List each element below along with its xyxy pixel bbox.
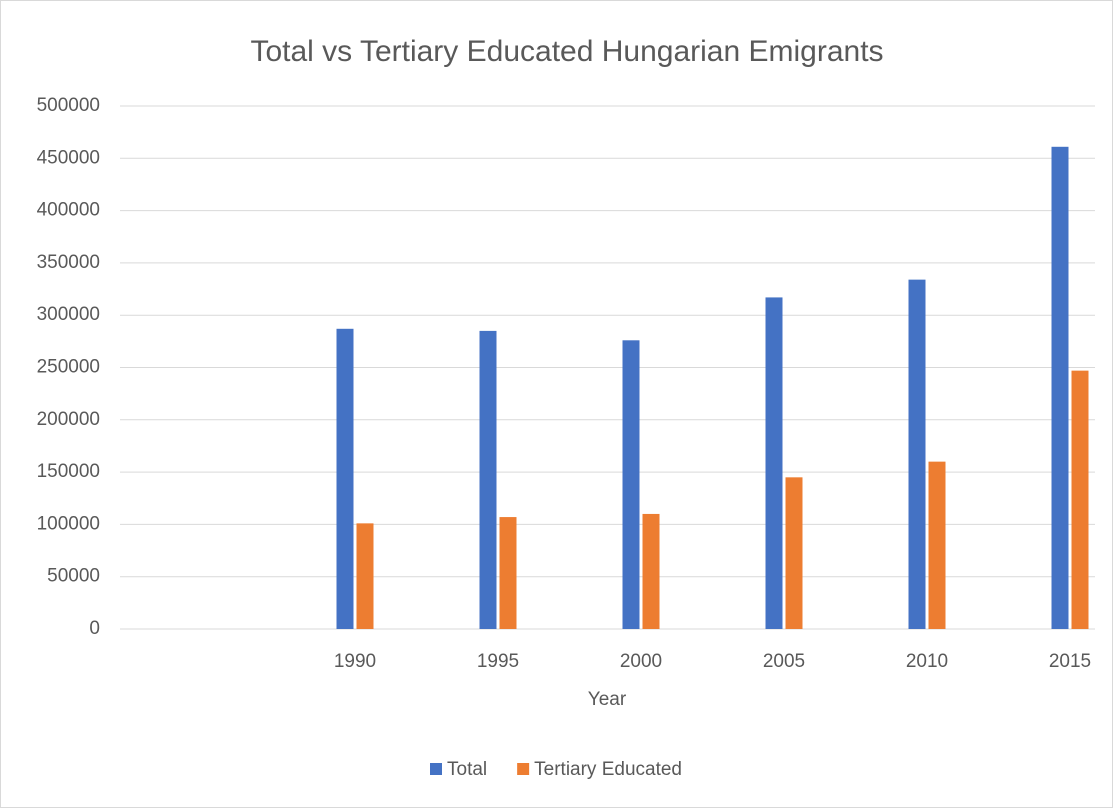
y-tick-label: 100000 [37, 513, 100, 534]
y-tick-label: 250000 [37, 357, 100, 378]
bar [356, 523, 374, 629]
chart-title: Total vs Tertiary Educated Hungarian Emi… [250, 35, 883, 68]
bar [785, 477, 803, 629]
x-axis-title: Year [588, 689, 627, 710]
x-tick-label: 1995 [477, 651, 519, 672]
y-tick-label: 400000 [37, 200, 100, 221]
y-tick-label: 500000 [37, 95, 100, 116]
x-tick-label: 2005 [763, 651, 805, 672]
x-tick-label: 1990 [334, 651, 376, 672]
x-tick-label: 2015 [1049, 651, 1091, 672]
y-tick-label: 450000 [37, 147, 100, 168]
y-tick-label: 300000 [37, 304, 100, 325]
y-tick-label: 50000 [47, 566, 100, 587]
bar [499, 517, 517, 629]
legend-swatch [430, 763, 442, 775]
y-tick-label: 350000 [37, 252, 100, 273]
y-tick-label: 150000 [37, 461, 100, 482]
x-tick-label: 2000 [620, 651, 662, 672]
y-tick-label: 0 [89, 618, 100, 639]
legend-label: Tertiary Educated [534, 759, 682, 780]
bar [765, 297, 783, 629]
y-tick-label: 200000 [37, 409, 100, 430]
bar [928, 461, 946, 629]
bar [1071, 370, 1089, 629]
bar [1051, 146, 1069, 629]
legend-swatch [517, 763, 530, 775]
x-tick-label: 2010 [906, 651, 948, 672]
legend-label: Total [447, 759, 487, 780]
bar [622, 340, 640, 629]
bar [908, 279, 926, 629]
bar [336, 328, 354, 629]
bar [479, 330, 497, 629]
bar [642, 513, 660, 629]
